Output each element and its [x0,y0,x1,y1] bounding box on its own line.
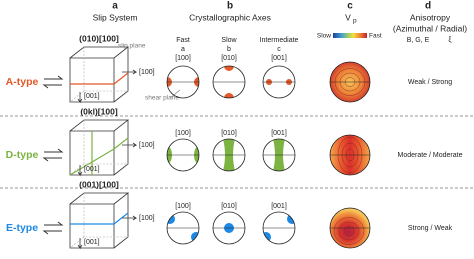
row-type: D-type [6,149,39,161]
axis-direction: [010] [221,130,237,137]
slip-system: (010)[100] [79,33,119,43]
heading: Anisotropy [410,12,451,22]
cube [69,46,130,103]
leader [169,89,181,99]
fabric-mark [224,93,234,98]
fabric [224,66,234,98]
anisotropy: Moderate / Moderate [398,152,463,159]
axis-direction: [010] [221,203,237,210]
axis-direction: [001] [271,203,287,210]
slip-plane [69,131,129,176]
row-type: A-type [6,76,39,88]
arrow [77,165,83,177]
panel-label: a [112,1,118,12]
cube [69,119,130,176]
heading: Crystallographic Axes [189,12,271,22]
fabric [167,146,199,164]
axis-direction: [100] [175,130,191,137]
arrow [122,69,138,75]
fabric-mark [194,146,199,164]
stereonet [262,211,296,245]
panel-label: d [425,1,431,12]
stereonet [212,138,246,172]
stereonet [166,211,200,245]
shear-arrows [42,221,64,235]
fabric-mark [167,77,172,87]
colorbar-label: Fast [369,33,382,40]
axis-letter: b [227,46,231,53]
axis-letter: c [277,46,281,53]
axis-direction: [100] [175,203,191,210]
stereonet [166,138,200,172]
axis-direction: [001] [271,130,287,137]
slip-plane [70,72,129,85]
slip-plane [70,212,129,225]
anisotropy: Weak / Strong [408,79,452,86]
stereonet [212,65,246,99]
vp-contour [338,221,360,241]
vp-contour [343,226,355,236]
parameter-xi: ξ [448,37,451,44]
panel-label: c [347,1,353,12]
colorbar-label: Slow [317,33,331,40]
fabric-mark [224,66,234,71]
arrow [122,215,138,221]
panel-label: b [227,1,233,12]
axis-direction: [100] [175,55,191,62]
annotation: slip plane [118,43,146,50]
shear-arrows [42,75,64,89]
cube-axis-label: [001] [84,93,100,100]
axis-letter: a [181,46,185,53]
axis-speed: Slow [221,37,237,44]
heading: V [345,12,351,22]
heading: Slip System [93,12,138,22]
row: E-type (001)[100] [100] [001] [100] [010] [001… [6,179,453,250]
axis-speed: Intermediate [260,37,299,44]
annotation: shear plane [145,95,179,102]
header: a b c d Slip System Crystallographic Axe… [93,1,468,44]
arrow [77,238,83,250]
axis-direction: [010] [221,55,237,62]
fabric [167,77,199,87]
row-type: E-type [6,222,38,234]
cube-axis-label: [100] [139,69,155,76]
axis-direction: [001] [271,55,287,62]
fabric-mark [194,77,199,87]
fabric-mark [167,146,172,164]
stereonet [262,138,296,172]
anisotropy: Strong / Weak [408,225,453,232]
arrow [122,142,138,148]
parameters: B, G, E [407,37,430,44]
vp-contour [333,217,365,245]
stereonet [212,211,246,245]
heading: (Azimuthal / Radial) [393,23,467,33]
stereonet [262,65,296,99]
cube-axis-label: [001] [84,166,100,173]
cube-hidden [69,47,128,103]
slip-system: (0kl)[100] [80,106,117,116]
cube-axis-label: [001] [84,239,100,246]
row: D-type (0kl)[100] [100] [001] [100] [010] [001… [6,106,463,177]
row: A-type (010)[100] [100] [001] slip plane shea… [6,33,452,104]
cube-axis-label: [100] [139,215,155,222]
heading-subscript: p [353,18,357,25]
shear-arrows [42,148,64,162]
cube-hidden [69,193,128,249]
colorbar [333,33,367,38]
stereonet [166,65,200,99]
arrow [77,92,83,104]
slip-system: (001)[100] [79,179,119,189]
cube-axis-label: [100] [139,142,155,149]
axis-speed: Fast [176,37,190,44]
